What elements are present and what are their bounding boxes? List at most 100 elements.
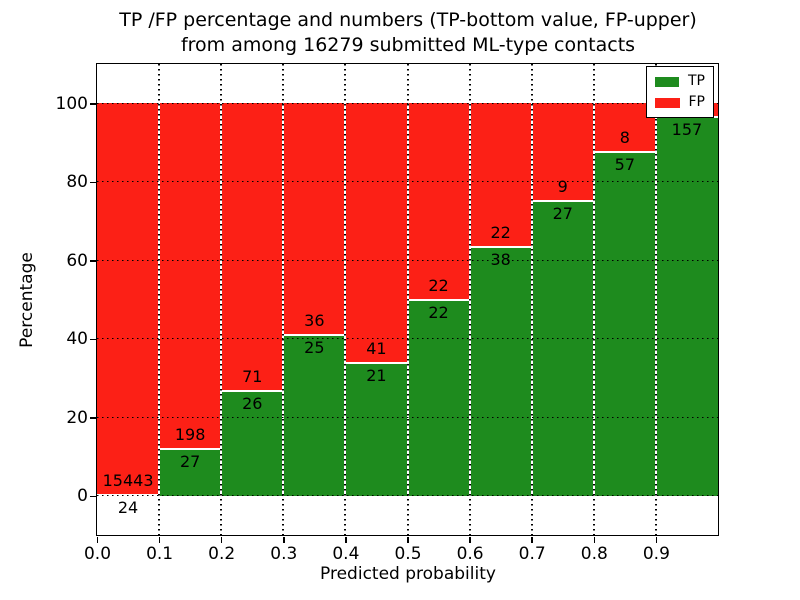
- tp-count-label: 27: [552, 204, 573, 224]
- stack-boundary: [221, 389, 284, 392]
- horizontal-gridline: [97, 416, 718, 418]
- x-tickmark: [469, 537, 471, 543]
- tp-count-label: 57: [614, 154, 636, 174]
- stack-boundary: [159, 447, 222, 450]
- fp-bar-segment: [407, 103, 470, 300]
- x-tick-label: 0.9: [642, 544, 670, 564]
- x-tick-label: 0.8: [580, 544, 608, 564]
- fp-bar-segment: [345, 103, 408, 363]
- vertical-gridline: [220, 64, 223, 535]
- tp-count-label: 25: [304, 337, 325, 357]
- tp-count-label: 157: [671, 119, 703, 139]
- vertical-gridline: [344, 64, 347, 535]
- fp-bar-segment: [97, 103, 160, 495]
- fp-count-label: 36: [304, 310, 325, 330]
- y-tick-label: 80: [66, 172, 88, 193]
- fp-bar-segment: [469, 103, 532, 248]
- tp-count-label: 21: [366, 365, 387, 385]
- tp-bar-segment: [531, 201, 594, 496]
- x-tickmark: [96, 537, 99, 543]
- vertical-gridline: [282, 64, 285, 535]
- tp-bar-segment: [593, 151, 656, 496]
- vertical-gridline: [406, 64, 409, 535]
- legend-item-fp: FP: [647, 92, 713, 113]
- stack-boundary: [97, 493, 160, 496]
- vertical-gridline: [592, 64, 595, 535]
- fp-count-label: 22: [490, 223, 511, 243]
- fp-count-label: 8: [619, 127, 630, 147]
- tp-bar-segment: [283, 334, 346, 496]
- tp-bar-segment: [407, 299, 470, 496]
- stack-boundary: [593, 150, 656, 153]
- y-tickmark: [90, 103, 96, 105]
- stack-boundary: [283, 333, 346, 336]
- tp-legend-swatch: [655, 76, 679, 87]
- fp-bar-segment: [531, 103, 594, 202]
- tp-bar-segment: [469, 247, 532, 496]
- stack-boundary: [345, 361, 408, 364]
- horizontal-gridline: [97, 495, 718, 497]
- vertical-gridline: [654, 64, 657, 535]
- y-tick-label: 0: [77, 486, 88, 507]
- x-tickmark: [531, 537, 533, 543]
- x-tickmark: [593, 537, 596, 543]
- y-tick-label: 40: [66, 329, 88, 350]
- fp-bar-segment: [283, 103, 346, 335]
- x-tickmark: [655, 537, 658, 543]
- x-tick-label: 0.2: [208, 544, 236, 564]
- y-tickmark: [90, 338, 96, 340]
- vertical-gridline: [530, 64, 533, 535]
- y-tickmark: [90, 181, 96, 183]
- y-tickmark: [90, 417, 96, 419]
- y-tick-label: 60: [66, 250, 88, 271]
- x-tick-label: 0.4: [332, 544, 360, 564]
- x-tick-label: 0.3: [270, 544, 298, 564]
- tp-bar-segment: [221, 390, 284, 496]
- stack-boundary: [407, 298, 470, 301]
- horizontal-gridline: [97, 338, 718, 340]
- legend: TP FP: [646, 66, 714, 118]
- x-tick-label: 0.5: [394, 544, 422, 564]
- fp-bar-segment: [159, 103, 222, 449]
- fp-legend-swatch: [655, 97, 680, 108]
- fp-legend-label: FP: [688, 94, 706, 110]
- tp-bar-segment: [345, 362, 408, 496]
- x-tickmark: [283, 537, 285, 543]
- tp-bar-segment: [159, 448, 222, 496]
- x-tickmark: [407, 537, 409, 543]
- x-tick-label: 0.6: [456, 544, 484, 564]
- fp-count-label: 15443: [102, 470, 154, 490]
- tp-count-label: 27: [179, 451, 201, 471]
- y-tick-label: 100: [55, 93, 88, 114]
- tp-count-label: 22: [428, 302, 449, 322]
- chart-title-line2: from among 16279 submitted ML-type conta…: [180, 34, 636, 56]
- vertical-gridline: [158, 64, 161, 535]
- horizontal-gridline: [97, 102, 718, 104]
- stack-boundary: [469, 246, 532, 249]
- tp-bar-segment: [655, 116, 718, 496]
- fp-count-label: 41: [366, 338, 387, 358]
- x-tick-label: 0.1: [146, 544, 174, 564]
- x-tickmark: [158, 537, 161, 543]
- x-axis-label: Predicted probability: [320, 564, 496, 584]
- fp-count-label: 9: [557, 177, 568, 197]
- y-axis-label: Percentage: [17, 252, 37, 348]
- horizontal-gridline: [97, 181, 718, 183]
- horizontal-gridline: [97, 259, 718, 261]
- fp-count-label: 71: [242, 366, 263, 386]
- fp-count-label: 198: [174, 424, 206, 444]
- legend-item-tp: TP: [647, 71, 713, 92]
- tp-count-label: 38: [490, 250, 511, 270]
- stack-boundary: [531, 200, 594, 203]
- tp-legend-label: TP: [688, 73, 705, 89]
- tp-count-label: 24: [117, 497, 139, 517]
- plot-area: 15443 24 198 27 71 26 36 25 41 21 22 22 22 38 9 27 8 57 15…: [96, 63, 719, 536]
- x-tick-label: 0.7: [518, 544, 546, 564]
- fp-count-label: 22: [428, 275, 449, 295]
- y-tickmark: [90, 495, 96, 497]
- x-tickmark: [220, 537, 223, 543]
- fp-bar-segment: [593, 103, 656, 152]
- x-tick-label: 0.0: [83, 544, 112, 564]
- chart-title-line1: TP /FP percentage and numbers (TP-bottom…: [119, 9, 697, 31]
